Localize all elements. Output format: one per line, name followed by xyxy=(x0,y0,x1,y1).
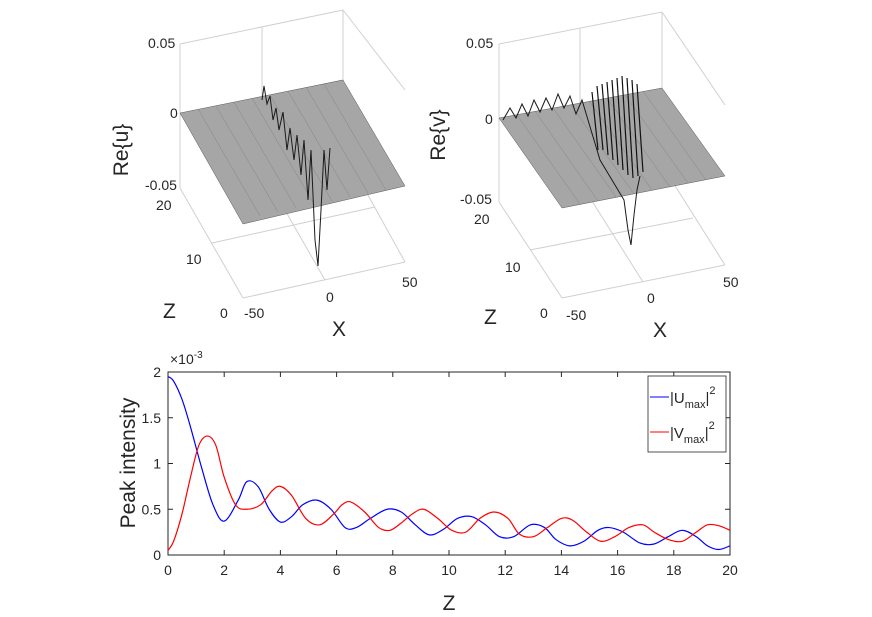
x-tick-label: 6 xyxy=(333,562,341,578)
y-exponent: ×10-3 xyxy=(170,350,203,367)
series-line-v xyxy=(167,435,731,551)
y-tick-label: 0 xyxy=(153,547,161,563)
surface-plot-re-v: 0.05 0 -0.05 0 10 20 -50 0 50 Re{v} Z X xyxy=(427,11,739,342)
series-lines xyxy=(167,376,731,551)
legend-label-v: |Vmax|2 xyxy=(670,420,715,446)
x-tick-label: 16 xyxy=(610,562,626,578)
y-tick-label: 0.5 xyxy=(142,501,162,517)
y-ticks: 0 0.5 1 1.5 2 xyxy=(142,364,730,563)
zticks-label: -0.05 xyxy=(460,191,492,207)
xticks-label: 50 xyxy=(723,274,739,290)
peak-intensity-chart: 0 0.5 1 1.5 2 0 2 4 6 8 10 12 14 16 18 20 ×10-3 Peak i… xyxy=(117,350,738,615)
zlabel: Re{u} xyxy=(110,124,133,177)
x-tick-label: 4 xyxy=(277,562,285,578)
x-tick-label: 20 xyxy=(722,562,738,578)
surface-ticks-z: 0.05 0 -0.05 xyxy=(145,35,178,193)
surface-ticks-y: 0 10 20 xyxy=(156,197,228,321)
x-ticks: 0 2 4 6 8 10 12 14 16 18 20 xyxy=(164,372,738,578)
zticks-label: 0.05 xyxy=(148,35,175,51)
x-tick-label: 2 xyxy=(220,562,228,578)
xticks-label: 50 xyxy=(402,274,418,290)
surface-mesh-lines xyxy=(516,90,707,205)
legend-label-u: |Umax|2 xyxy=(670,385,716,411)
zticks-label: 0.05 xyxy=(466,35,493,51)
surface-mesh-lines xyxy=(197,83,387,217)
x-tick-label: 18 xyxy=(666,562,682,578)
y-tick-label: 2 xyxy=(153,364,161,380)
y-tick-label: 1 xyxy=(153,456,161,472)
surface-ridge-re-u xyxy=(261,85,331,267)
surface-ticks-y: 0 10 20 xyxy=(474,211,548,321)
xticks-label: 0 xyxy=(647,290,655,306)
xticks-label: -50 xyxy=(566,307,586,323)
xlabel: X xyxy=(653,319,667,342)
xticks-label: 0 xyxy=(326,289,334,305)
zticks-label: 0 xyxy=(170,105,178,121)
surface-ticks-x: -50 0 50 xyxy=(244,274,418,321)
xticks-label: -50 xyxy=(244,305,264,321)
x-tick-label: 12 xyxy=(497,562,513,578)
yticks-label: 0 xyxy=(220,305,228,321)
ylabel: Z xyxy=(163,300,176,323)
ylabel: Z xyxy=(484,306,497,329)
x-tick-label: 10 xyxy=(441,562,457,578)
yticks-label: 20 xyxy=(474,211,490,227)
x-tick-label: 8 xyxy=(389,562,397,578)
legend-box xyxy=(647,375,727,453)
plot-area xyxy=(167,371,731,556)
yticks-label: 20 xyxy=(156,197,172,213)
zlabel: Re{v} xyxy=(427,109,450,160)
legend: |Umax|2 |Vmax|2 xyxy=(647,375,727,453)
yticks-label: 0 xyxy=(540,305,548,321)
surface-dark-wave-re-v xyxy=(591,75,644,179)
y-tick-label: 1.5 xyxy=(142,410,162,426)
zticks-label: 0 xyxy=(485,111,493,127)
surface-ticks-z: 0.05 0 -0.05 xyxy=(460,35,493,207)
x-axis-label: Z xyxy=(443,592,456,615)
surface-ridge-re-v xyxy=(502,92,641,246)
zticks-label: -0.05 xyxy=(145,177,177,193)
x-tick-label: 14 xyxy=(554,562,570,578)
surface-plot-re-u: 0.05 0 -0.05 0 10 20 -50 0 50 Re{u} Z X xyxy=(110,9,418,341)
yticks-label: 10 xyxy=(186,251,202,267)
series-line-u xyxy=(167,376,731,551)
xlabel: X xyxy=(332,318,346,341)
x-tick-label: 0 xyxy=(164,562,172,578)
surface-ticks-x: -50 0 50 xyxy=(566,274,739,323)
yticks-label: 10 xyxy=(505,259,521,275)
y-axis-label: Peak intensity xyxy=(117,397,140,528)
